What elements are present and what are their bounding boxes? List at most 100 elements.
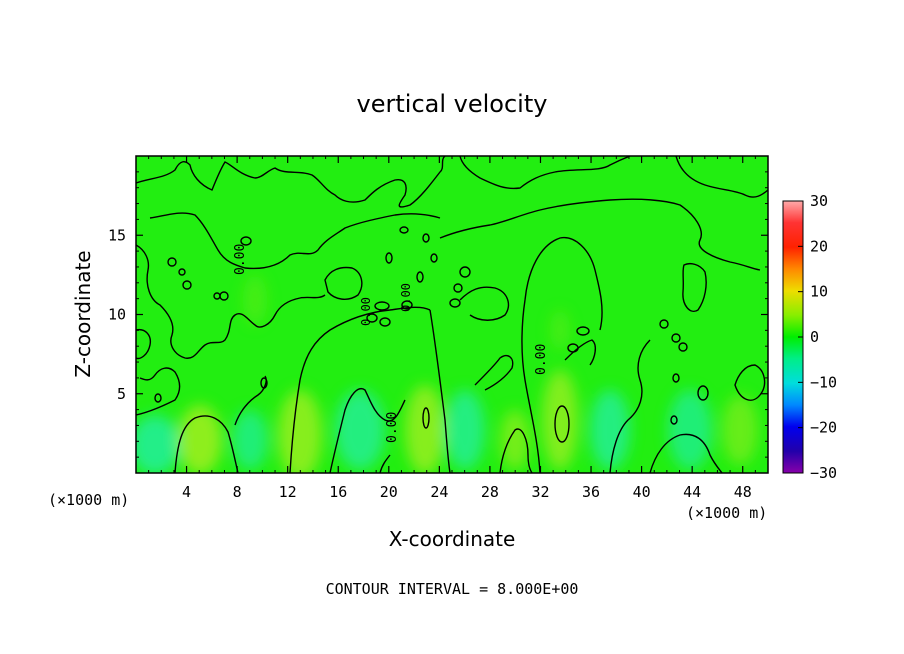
colorbar-ticks: 30 20 10 0 −10 −20 −30 bbox=[798, 192, 837, 482]
contour-cell bbox=[374, 301, 390, 311]
contour-cell bbox=[213, 292, 221, 300]
contour-line bbox=[609, 339, 651, 473]
downdraft-patch bbox=[445, 390, 485, 470]
contour-cell bbox=[459, 266, 471, 278]
colorbar-tick-label: 10 bbox=[810, 283, 828, 301]
y-axis-label: Z-coordinate bbox=[71, 250, 95, 377]
contour-cell bbox=[167, 257, 177, 267]
updraft-patch bbox=[500, 410, 530, 470]
updraft-patch bbox=[722, 395, 758, 465]
contour-cell bbox=[154, 393, 162, 403]
updraft-patch bbox=[243, 275, 267, 325]
x-tick-label: 32 bbox=[531, 483, 549, 501]
contour-cell bbox=[670, 415, 678, 425]
x-axis: 4 8 12 16 20 24 28 32 36 40 44 48 bbox=[148, 156, 756, 501]
contour-cell bbox=[416, 271, 424, 283]
contour-line bbox=[379, 454, 391, 473]
x-tick-label: 4 bbox=[182, 483, 191, 501]
colorbar-tick-label: 20 bbox=[810, 237, 828, 255]
contour-cell bbox=[422, 407, 430, 429]
colorbar-tick-label: 30 bbox=[810, 192, 828, 210]
x-tick-label: 12 bbox=[279, 483, 297, 501]
contour-cell bbox=[678, 342, 688, 352]
x-tick-label: 8 bbox=[233, 483, 242, 501]
contour-cell bbox=[401, 300, 413, 310]
y-axis: 5 10 15 bbox=[108, 171, 768, 458]
contour-cell bbox=[672, 373, 680, 383]
contour-cell bbox=[567, 343, 579, 353]
downdraft-patch bbox=[668, 390, 712, 470]
x-axis-label: X-coordinate bbox=[389, 527, 516, 551]
updraft-patch bbox=[178, 405, 222, 473]
contour-cell bbox=[385, 252, 393, 264]
x-unit-right: (×1000 m) bbox=[686, 504, 767, 522]
updraft-patch bbox=[550, 310, 570, 350]
contour-label: 0.00 bbox=[233, 244, 248, 275]
contour-line bbox=[499, 428, 533, 473]
contour-cell bbox=[449, 298, 461, 308]
contour-closed-cells bbox=[154, 226, 709, 443]
updraft-patch bbox=[405, 385, 445, 473]
contour-line bbox=[174, 415, 239, 473]
contour-line bbox=[234, 375, 267, 426]
contour-cell bbox=[554, 405, 570, 443]
y-tick-label: 15 bbox=[108, 226, 126, 244]
x-unit-left: (×1000 m) bbox=[48, 491, 129, 509]
colorbar-tick-label: −20 bbox=[810, 419, 837, 437]
x-tick-label: 16 bbox=[329, 483, 347, 501]
updraft-patch bbox=[278, 390, 322, 473]
contour-line bbox=[682, 263, 707, 312]
contour-line bbox=[329, 388, 406, 473]
x-tick-label: 24 bbox=[430, 483, 448, 501]
contour-label: 0.00 bbox=[534, 344, 549, 375]
contour-cell bbox=[430, 253, 438, 263]
contour-cell bbox=[182, 280, 192, 290]
contour-line bbox=[521, 236, 603, 473]
contour-line bbox=[289, 306, 431, 473]
contour-line bbox=[474, 354, 514, 391]
x-tick-label: 48 bbox=[734, 483, 752, 501]
contour-line bbox=[136, 156, 446, 208]
contour-cell bbox=[659, 319, 669, 329]
contour-cell bbox=[576, 326, 590, 336]
y-tick-label: 5 bbox=[117, 385, 126, 403]
contour-cell bbox=[422, 233, 430, 243]
contour-line bbox=[459, 286, 510, 321]
x-tick-label: 36 bbox=[582, 483, 600, 501]
contour-line bbox=[675, 156, 768, 198]
x-tick-label: 40 bbox=[633, 483, 651, 501]
contour-cell bbox=[178, 268, 186, 276]
updraft-patch bbox=[542, 370, 578, 470]
contour-cell bbox=[379, 317, 391, 327]
contour-line bbox=[136, 367, 181, 416]
x-tick-label: 28 bbox=[481, 483, 499, 501]
downdraft-patch bbox=[590, 390, 630, 470]
contour-cell bbox=[366, 313, 378, 323]
contour-line bbox=[136, 244, 326, 359]
contour-line bbox=[459, 156, 631, 190]
y-tick-label: 10 bbox=[108, 306, 126, 324]
contour-interval-note: CONTOUR INTERVAL = 8.000E+00 bbox=[326, 580, 579, 598]
contour-line bbox=[649, 433, 723, 473]
colorbar-tick-label: −30 bbox=[810, 464, 837, 482]
contour-line bbox=[149, 212, 441, 270]
contour-cell bbox=[260, 377, 268, 389]
contour-label: 0.00 bbox=[399, 283, 413, 312]
contour-cell bbox=[671, 333, 681, 343]
x-tick-label: 20 bbox=[380, 483, 398, 501]
contour-cell bbox=[697, 385, 709, 401]
contour-line bbox=[136, 328, 152, 360]
contour-cell bbox=[240, 236, 252, 246]
contour-line bbox=[734, 364, 766, 401]
downdraft-patch bbox=[136, 415, 180, 473]
contour-labels: 0.00 0.00 0.00 0.00 0.00 bbox=[233, 244, 549, 443]
downdraft-patch bbox=[335, 390, 385, 470]
contour-cell bbox=[399, 226, 409, 234]
downdraft-patch bbox=[232, 410, 268, 470]
contour-label: 0.00 bbox=[385, 412, 400, 443]
contour-label: 0.00 bbox=[359, 297, 373, 326]
plot-area: 0.00 0.00 0.00 0.00 0.00 bbox=[136, 156, 768, 473]
chart-title: vertical velocity bbox=[357, 90, 548, 118]
contour-line bbox=[324, 266, 363, 300]
